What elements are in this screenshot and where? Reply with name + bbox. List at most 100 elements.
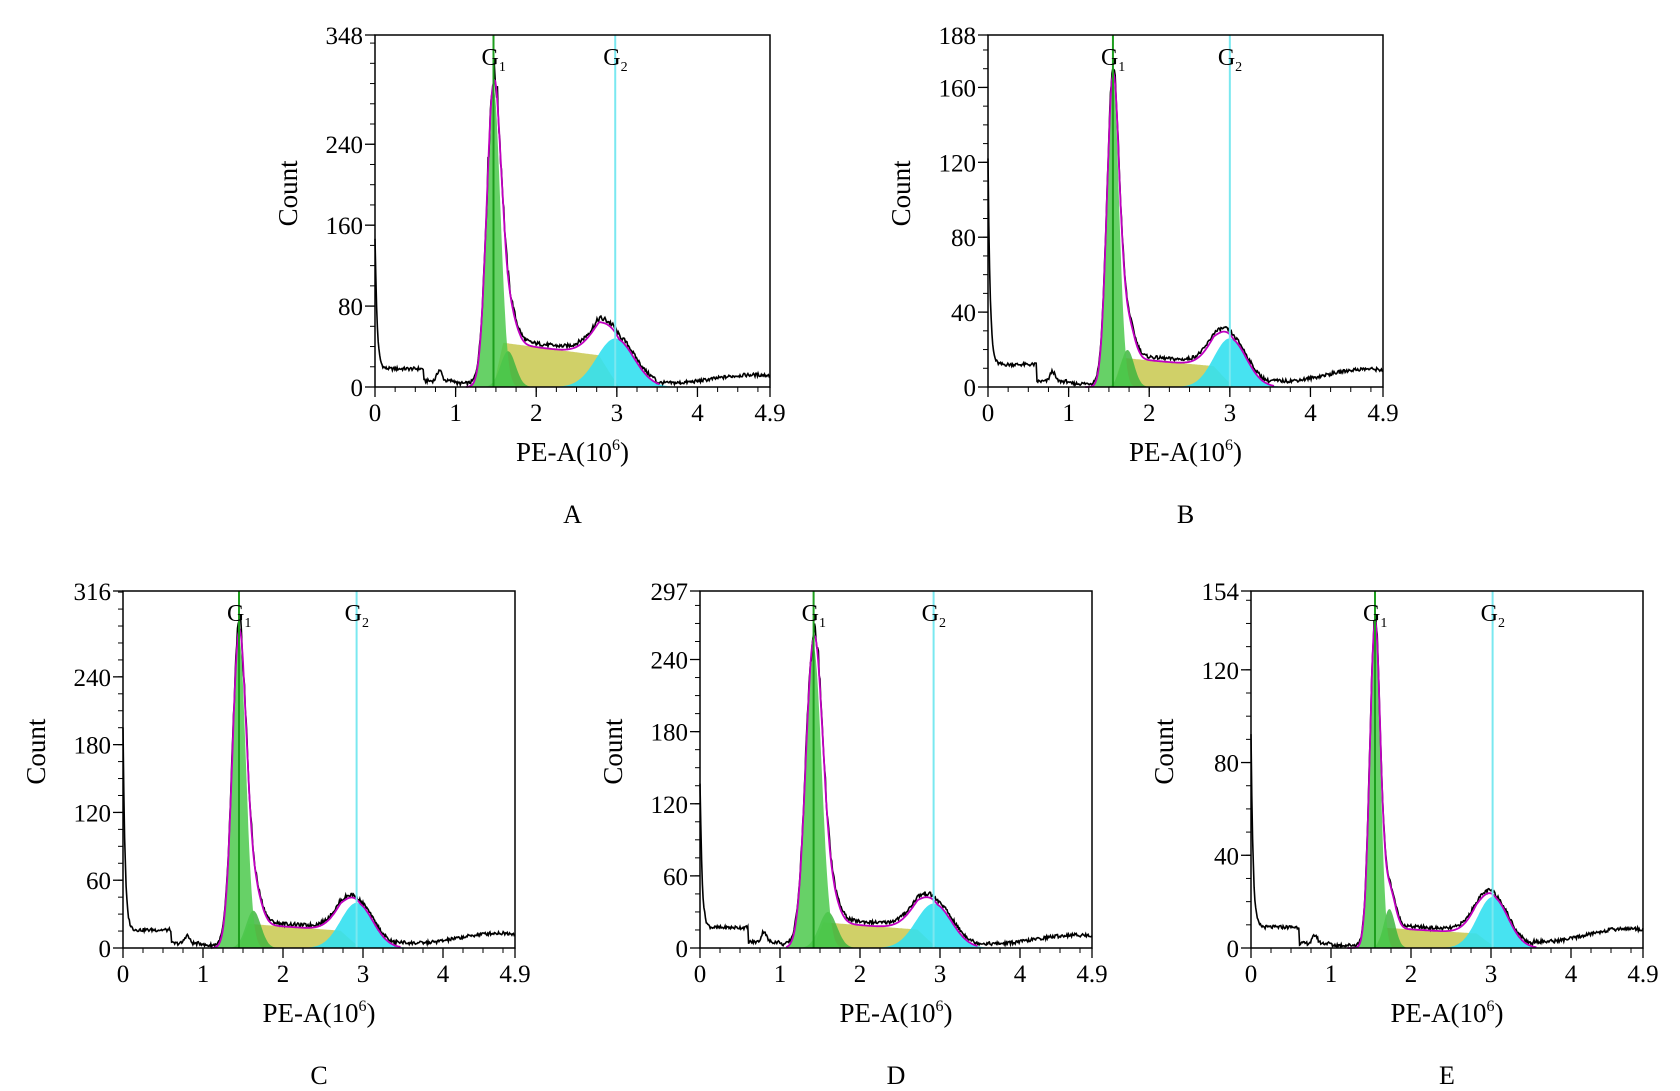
gate-label-g2: G2 [1218,45,1242,75]
y-tick-label: 240 [326,132,364,159]
y-tick-label: 120 [939,150,977,177]
x-tick-label: 1 [197,961,210,988]
x-tick-label: 4 [691,400,704,427]
data-histogram-line [374,64,771,388]
model-fit-line [465,78,660,388]
x-tick-label: 0 [694,961,707,988]
y-axis-title: Count [598,718,628,785]
y-tick-label: 60 [663,864,688,891]
model-fit-line [1347,620,1537,949]
data-histogram-line [699,623,1093,948]
g1-phase-area [988,78,1383,387]
y-tick-label: 240 [651,648,689,675]
g1-phase-area [700,647,1092,948]
g1-phase-area [375,88,770,387]
x-tick-label: 4 [1565,961,1578,988]
x-tick-label: 4.9 [754,400,785,427]
y-tick-label: 160 [939,75,977,102]
x-tick-label: 2 [277,961,290,988]
model-fit-line [211,628,401,949]
y-tick-label: 0 [676,936,689,963]
x-axis-title: PE-A(106) [516,437,629,467]
y-tick-label: 80 [1214,751,1239,778]
data-histogram-line [987,66,1384,387]
y-tick-label: 120 [1202,658,1240,685]
y-tick-label: 0 [99,936,112,963]
y-tick-label: 80 [951,225,976,252]
x-axis-title: PE-A(106) [1391,998,1504,1028]
data-histogram-line [122,614,516,950]
y-tick-label: 160 [326,213,364,240]
y-tick-label: 40 [1214,843,1239,870]
x-tick-label: 1 [774,961,787,988]
x-tick-label: 3 [1485,961,1498,988]
x-tick-label: 4.9 [1367,400,1398,427]
x-tick-label: 0 [1245,961,1258,988]
x-tick-label: 4.9 [1076,961,1107,988]
x-tick-label: 2 [530,400,543,427]
y-tick-label: 188 [939,23,977,50]
x-axis-title: PE-A(106) [263,998,376,1028]
panel-letter: A [563,500,582,529]
y-tick-label: 180 [651,720,689,747]
y-axis-title: Count [886,160,916,227]
x-tick-label: 0 [117,961,130,988]
x-tick-label: 3 [611,400,624,427]
y-tick-label: 120 [651,792,689,819]
x-tick-label: 2 [854,961,867,988]
histogram-panel-c: G1 G2 0 60 120 180 240 316 0 1 2 3 4 4.9 PE-A(106) Coun… [21,579,531,1090]
gate-label-g2: G2 [922,601,946,631]
x-tick-label: 4.9 [499,961,530,988]
y-tick-label: 154 [1202,579,1240,606]
y-tick-label: 80 [338,294,363,321]
x-axis-title: PE-A(106) [840,998,953,1028]
gate-label-g1: G1 [227,601,251,631]
gate-label-g2: G2 [603,45,627,75]
x-tick-label: 1 [449,400,462,427]
panel-letter: B [1177,500,1194,529]
y-tick-label: 120 [74,800,112,827]
plot-frame [699,590,1093,949]
y-axis-title: Count [273,160,303,227]
y-tick-label: 348 [326,23,364,50]
model-fit-line [785,634,978,948]
y-axis-title: Count [21,718,51,785]
x-tick-label: 4 [1014,961,1027,988]
panel-letter: D [887,1061,906,1090]
panel-letter: E [1439,1061,1455,1090]
histogram-panel-d: G1 G2 0 60 120 180 240 297 0 1 2 3 4 4.9 PE-A(106) Coun… [598,579,1108,1090]
x-tick-label: 3 [1224,400,1237,427]
y-tick-label: 180 [74,733,112,760]
y-tick-label: 0 [964,375,977,402]
x-tick-label: 3 [357,961,370,988]
s-phase-area [988,358,1383,387]
histogram-panel-b: G1 G2 0 40 80 120 160 188 0 1 2 3 4 4.9 PE-A(106) Count… [886,23,1399,529]
histogram-panel-e: G1 G2 0 40 80 120 154 0 1 2 3 4 4.9 PE-A(106) Count E [1149,579,1659,1090]
gate-label-g2: G2 [345,601,369,631]
gate-label-g1: G1 [1101,45,1125,75]
gate-label-g1: G1 [1363,601,1387,631]
x-axis-title: PE-A(106) [1129,437,1242,467]
y-tick-label: 0 [351,375,364,402]
s-phase-area [375,342,770,387]
y-tick-label: 60 [86,868,111,895]
model-fit-line [1085,71,1275,388]
y-axis-title: Count [1149,718,1179,785]
plot-frame [987,34,1384,388]
x-tick-label: 4.9 [1627,961,1658,988]
x-tick-label: 0 [982,400,995,427]
x-tick-label: 4 [437,961,450,988]
s-phase-area [1251,927,1643,948]
plot-frame [1250,590,1644,949]
x-tick-label: 2 [1405,961,1418,988]
x-tick-label: 3 [934,961,947,988]
x-tick-label: 0 [369,400,382,427]
x-tick-label: 2 [1143,400,1156,427]
plot-frame [122,590,516,949]
s-phase-area [700,922,1092,948]
gate-label-g1: G1 [482,45,506,75]
y-tick-label: 40 [951,300,976,327]
s-phase-area [123,923,515,948]
x-tick-label: 1 [1325,961,1338,988]
